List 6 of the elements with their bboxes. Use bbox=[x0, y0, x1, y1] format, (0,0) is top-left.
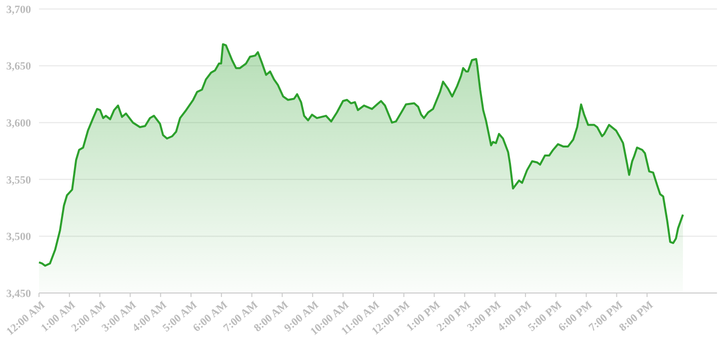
y-tick-label: 3,550 bbox=[6, 174, 32, 186]
y-tick-label: 3,450 bbox=[6, 288, 32, 300]
y-tick-label: 3,600 bbox=[6, 117, 32, 130]
y-tick-label: 3,500 bbox=[6, 231, 32, 244]
y-tick-label: 3,700 bbox=[6, 4, 32, 16]
y-tick-label: 3,650 bbox=[6, 60, 32, 73]
